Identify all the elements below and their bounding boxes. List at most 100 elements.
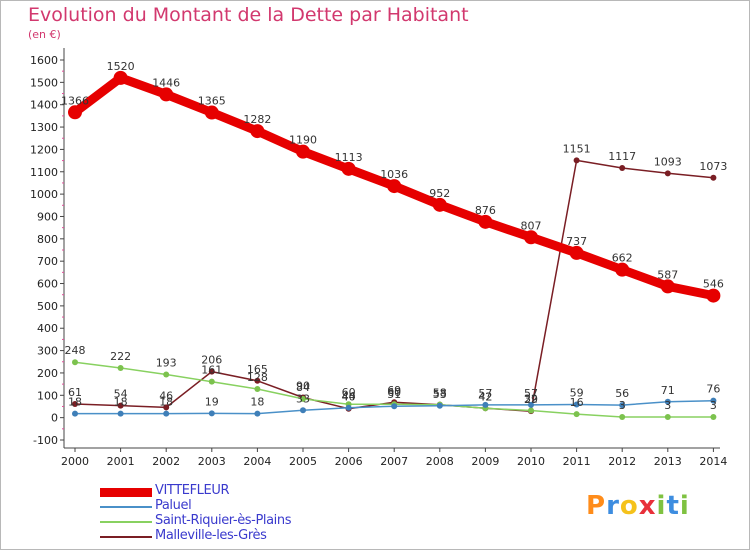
y-tick-label: 1200 xyxy=(30,143,58,156)
data-point xyxy=(432,197,447,212)
data-label: 165 xyxy=(247,363,268,376)
data-point xyxy=(208,410,215,417)
data-label: 161 xyxy=(201,364,222,377)
y-tick-label: 1500 xyxy=(30,76,58,89)
data-label: 206 xyxy=(201,354,222,367)
y-tick-label: 600 xyxy=(37,278,58,291)
data-labels-layer: 1366 1520 1446 1365 1282 1190 1113 1036 952 876 80… xyxy=(61,60,727,412)
data-label: 737 xyxy=(566,235,587,248)
chart-axes: -100 0 100 200 300 400 500 600 700 800 900 1000 1100… xyxy=(30,48,727,468)
data-point xyxy=(710,174,717,181)
x-tick-label: 2009 xyxy=(471,455,499,468)
chart-title: Evolution du Montant de la Dette par Hab… xyxy=(28,4,469,26)
data-label: 32 xyxy=(524,392,538,405)
data-point xyxy=(72,401,78,408)
y-tick-label: 700 xyxy=(37,255,58,268)
data-point xyxy=(204,105,219,120)
data-point xyxy=(254,377,261,384)
x-tick-label: 2001 xyxy=(107,455,135,468)
data-point xyxy=(208,378,215,385)
data-point xyxy=(208,368,215,375)
series-layer xyxy=(68,70,721,420)
series-0 xyxy=(68,70,721,303)
data-point xyxy=(68,105,82,120)
data-label: 1117 xyxy=(608,150,636,163)
data-label: 18 xyxy=(114,396,128,409)
data-point xyxy=(573,157,580,164)
data-point xyxy=(72,359,78,366)
logo-letter: P xyxy=(586,491,607,521)
x-tick-label: 2011 xyxy=(563,455,591,468)
data-point xyxy=(710,413,717,420)
legend-label: Malleville-les-Grès xyxy=(155,528,267,543)
data-point xyxy=(254,410,261,417)
logo-letter: t xyxy=(666,491,680,521)
data-point xyxy=(573,401,580,408)
legend-swatch xyxy=(100,506,152,508)
data-label: 952 xyxy=(429,187,450,200)
data-point xyxy=(117,410,124,417)
logo-letter: o xyxy=(619,491,639,521)
data-label: 54 xyxy=(114,388,128,401)
data-label: 60 xyxy=(387,386,401,399)
data-point xyxy=(159,87,174,102)
series-line xyxy=(74,159,715,412)
data-label: 16 xyxy=(570,396,584,409)
data-point xyxy=(664,398,671,405)
data-label: 1282 xyxy=(243,113,271,126)
data-label: 42 xyxy=(478,390,492,403)
proxiti-logo: Proxiti xyxy=(586,491,690,521)
data-label: 33 xyxy=(296,392,310,405)
data-point xyxy=(163,371,170,378)
y-tick-label: 1100 xyxy=(30,166,58,179)
data-label: 1093 xyxy=(654,155,682,168)
data-label: 40 xyxy=(342,391,356,404)
data-point xyxy=(163,404,170,411)
x-tick-label: 2003 xyxy=(198,455,226,468)
data-label: 1036 xyxy=(380,168,408,181)
data-label: 3 xyxy=(664,399,671,412)
data-label: 51 xyxy=(387,388,401,401)
data-point xyxy=(619,402,626,409)
data-label: 46 xyxy=(159,389,173,402)
data-label: 587 xyxy=(657,268,678,281)
data-label: 18 xyxy=(68,396,82,409)
data-label: 662 xyxy=(612,252,633,265)
data-label: 222 xyxy=(110,350,131,363)
chart-subtitle: (en €) xyxy=(28,28,61,41)
y-tick-label: 100 xyxy=(37,389,58,402)
data-label: 18 xyxy=(159,396,173,409)
x-tick-label: 2014 xyxy=(699,455,727,468)
data-point xyxy=(619,413,626,420)
data-label: 29 xyxy=(524,393,538,406)
data-point xyxy=(254,386,261,393)
data-label: 1365 xyxy=(198,95,226,108)
data-point xyxy=(300,395,306,402)
y-tick-label: 400 xyxy=(37,322,58,335)
data-label: 57 xyxy=(478,387,492,400)
data-point xyxy=(117,402,124,409)
data-label: 90 xyxy=(296,380,310,393)
logo-letter: x xyxy=(638,491,657,521)
data-point xyxy=(478,214,493,229)
data-label: 59 xyxy=(570,386,584,399)
data-label: 58 xyxy=(433,387,447,400)
data-label: 1073 xyxy=(699,160,727,173)
data-label: 546 xyxy=(703,278,724,291)
data-label: 61 xyxy=(68,386,82,399)
data-point xyxy=(345,404,352,411)
data-point xyxy=(113,70,128,85)
data-label: 1366 xyxy=(61,94,89,107)
data-point xyxy=(296,144,310,159)
data-label: 3 xyxy=(710,399,717,412)
data-point xyxy=(660,279,675,294)
data-point xyxy=(706,288,721,303)
data-label: 56 xyxy=(615,387,629,400)
y-tick-label: 1300 xyxy=(30,121,58,134)
series-1 xyxy=(72,397,717,417)
x-tick-label: 2002 xyxy=(152,455,180,468)
data-label: 1520 xyxy=(107,60,135,73)
y-tick-label: 1000 xyxy=(30,188,58,201)
legend-swatch xyxy=(100,521,152,523)
